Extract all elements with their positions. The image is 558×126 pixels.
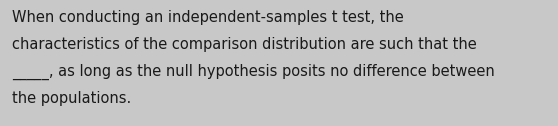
Text: the populations.: the populations. (12, 91, 131, 106)
Text: characteristics of the comparison distribution are such that the: characteristics of the comparison distri… (12, 37, 477, 52)
Text: _____, as long as the null hypothesis posits no difference between: _____, as long as the null hypothesis po… (12, 64, 495, 80)
Text: When conducting an independent-samples t test, the: When conducting an independent-samples t… (12, 10, 404, 25)
